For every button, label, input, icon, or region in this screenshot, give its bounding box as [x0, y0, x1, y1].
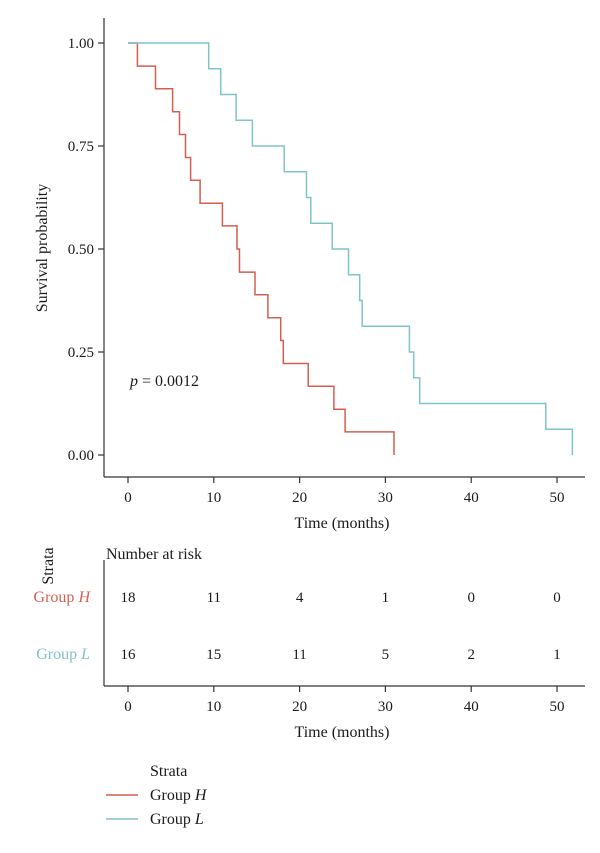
risk-rows: Group H 18 11 4 1 0 0 Group L 16 15 11 5 2 1	[34, 589, 561, 663]
y-axis-ticks: 0.00 0.25 0.50 0.75 1.00	[68, 36, 104, 464]
risk-x-tick-label: 10	[206, 699, 221, 715]
risk-count: 1	[553, 647, 561, 663]
x-tick-label: 20	[292, 490, 307, 506]
legend-item-prefix: Group	[150, 811, 195, 828]
risk-count: 0	[553, 590, 561, 606]
y-tick-label: 0.75	[68, 139, 94, 155]
y-tick-label: 1.00	[68, 36, 94, 52]
risk-count: 18	[121, 590, 136, 606]
legend-item-label: Group L	[150, 811, 204, 828]
y-axis-title: Survival probability	[34, 184, 51, 312]
risk-x-axis-ticks: 0 10 20 30 40 50	[124, 686, 565, 715]
x-tick-label: 50	[550, 490, 565, 506]
x-axis-ticks: 0 10 20 30 40 50	[124, 477, 565, 506]
survival-curves	[128, 42, 574, 455]
risk-count: 5	[382, 647, 390, 663]
risk-row-label: Group L	[36, 646, 90, 663]
p-value-annotation: p = 0.0012	[129, 373, 199, 390]
p-value-label: p	[129, 373, 138, 390]
survival-curve-group-l	[128, 42, 574, 455]
x-tick-label: 10	[206, 490, 221, 506]
risk-x-tick-label: 30	[378, 699, 393, 715]
x-tick-label: 40	[464, 490, 479, 506]
risk-count: 16	[121, 647, 137, 663]
risk-table-title: Number at risk	[106, 546, 202, 563]
y-tick-label: 0.00	[68, 448, 94, 464]
risk-count: 0	[467, 590, 475, 606]
risk-row-label-group: L	[80, 646, 90, 663]
legend-title: Strata	[150, 763, 187, 780]
x-tick-label: 30	[378, 490, 393, 506]
risk-x-axis-title: Time (months)	[295, 724, 390, 741]
legend-item-group: H	[194, 787, 208, 804]
risk-row-label-prefix: Group	[36, 646, 81, 663]
risk-x-tick-label: 50	[550, 699, 565, 715]
risk-table: Number at risk Strata Group H 18 11 4 1 0 0Gro…	[34, 546, 585, 741]
y-tick-label: 0.50	[68, 242, 94, 258]
risk-count: 11	[292, 647, 306, 663]
x-tick-label: 0	[124, 490, 132, 506]
legend-item-prefix: Group	[150, 787, 195, 804]
p-value-number: = 0.0012	[138, 373, 199, 390]
risk-count: 2	[467, 647, 475, 663]
legend-item-label: Group H	[150, 787, 208, 804]
risk-x-tick-label: 0	[124, 699, 132, 715]
y-tick-label: 0.25	[68, 345, 94, 361]
risk-count: 11	[207, 590, 221, 606]
risk-strata-label: Strata	[40, 547, 57, 584]
risk-row-label-prefix: Group	[34, 589, 79, 606]
survival-curve-group-h	[128, 42, 395, 455]
risk-count: 1	[382, 590, 390, 606]
legend-item-group: L	[194, 811, 204, 828]
risk-count: 15	[206, 647, 221, 663]
x-axis-title: Time (months)	[295, 515, 390, 532]
survival-plot: 0.00 0.25 0.50 0.75 1.00 0 10 20 30 40 50 Surviva…	[34, 18, 585, 532]
risk-x-tick-label: 40	[464, 699, 479, 715]
risk-row-label: Group H	[34, 589, 92, 606]
risk-x-tick-label: 20	[292, 699, 307, 715]
risk-row-label-group: H	[77, 589, 91, 606]
risk-count: 4	[296, 590, 304, 606]
